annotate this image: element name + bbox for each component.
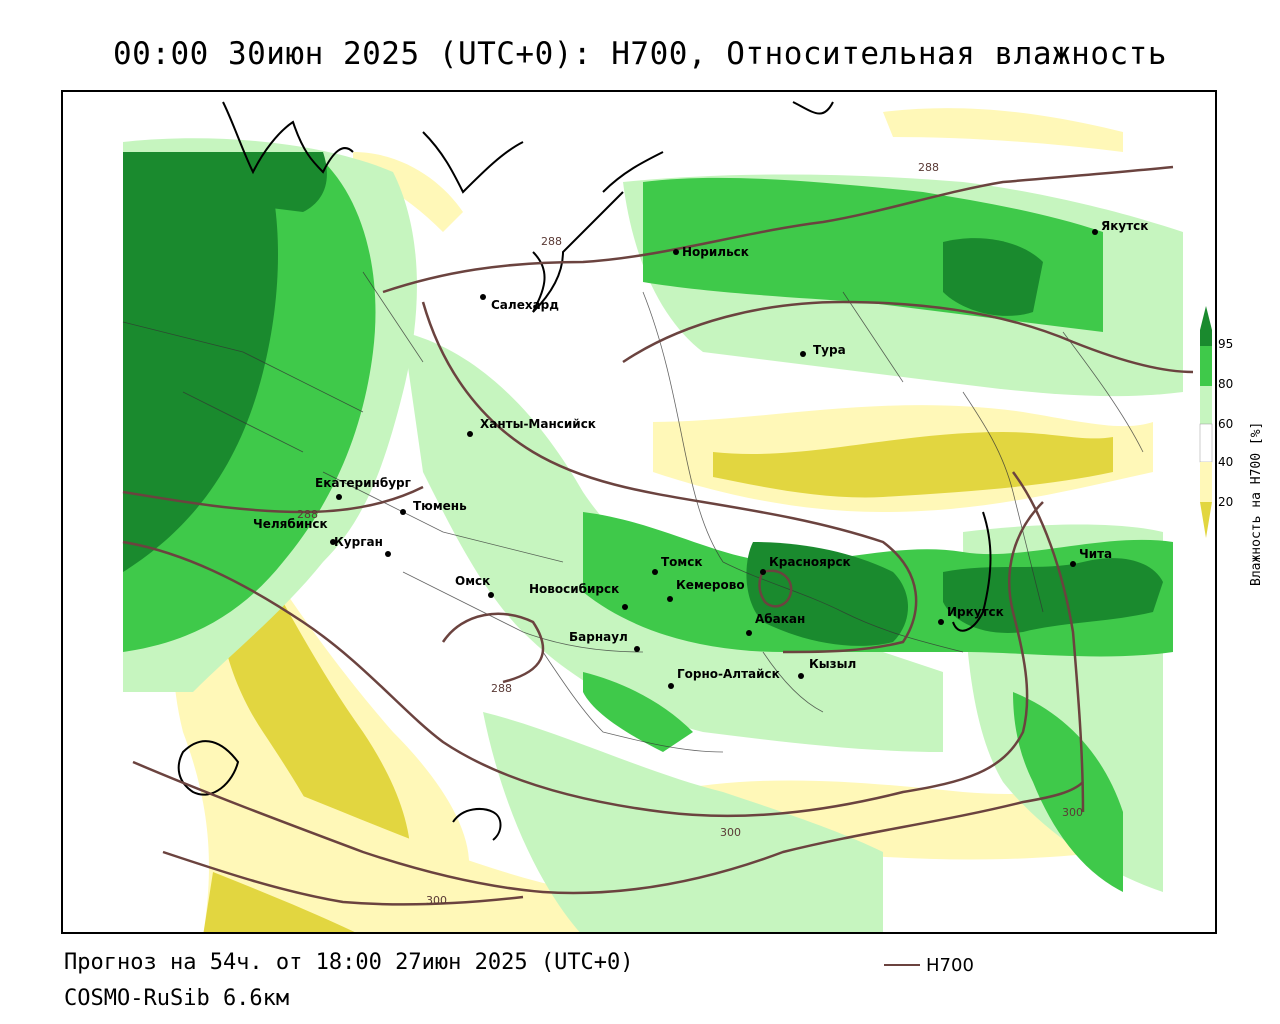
city-dot bbox=[330, 539, 336, 545]
isoline-288-loop bbox=[421, 301, 918, 654]
city-dot bbox=[634, 646, 640, 652]
isoline-label: 300 bbox=[1062, 806, 1083, 819]
colorbar-tick: 60 bbox=[1218, 417, 1233, 431]
city-dot bbox=[1070, 561, 1076, 567]
colorbar-arrow-top bbox=[1200, 306, 1212, 330]
map-panel: 288 288 288 288 300 300 300 Салехард Нори… bbox=[61, 90, 1217, 934]
humidity-field bbox=[123, 108, 1183, 932]
city-label: Ханты-Мансийск bbox=[480, 417, 596, 431]
isoline-label-group: 288 288 288 288 300 300 300 bbox=[297, 161, 1083, 907]
city-label: Абакан bbox=[755, 612, 805, 626]
city-dot bbox=[800, 351, 806, 357]
dry-band-north-east bbox=[883, 108, 1123, 152]
city-dot bbox=[400, 509, 406, 515]
moist-dark-krasnoyarsk bbox=[746, 542, 908, 646]
isoline-label: 288 bbox=[491, 682, 512, 695]
colorbar-segment-40 bbox=[1200, 462, 1212, 502]
isoline-swatch bbox=[884, 964, 920, 966]
city-dot bbox=[336, 494, 342, 500]
city-label: Новосибирск bbox=[529, 582, 619, 596]
forecast-info: Прогноз на 54ч. от 18:00 27июн 2025 (UTC… bbox=[64, 950, 634, 975]
isoline-300-south bbox=[132, 760, 1084, 895]
city-dot bbox=[622, 604, 628, 610]
isoline-288-north bbox=[382, 165, 1174, 294]
isoline-label: 288 bbox=[297, 508, 318, 521]
colorbar-tick: 80 bbox=[1218, 377, 1233, 391]
city-label: Тюмень bbox=[413, 499, 467, 513]
moist-dark-northeast bbox=[943, 238, 1043, 316]
isoline-288-krasnoyarsk-ring bbox=[758, 569, 793, 608]
city-label: Тура bbox=[813, 343, 846, 357]
humidity-colorbar: 95 80 60 40 20 Влажность на H700 [%] bbox=[1199, 306, 1264, 586]
colorbar-segment-60 bbox=[1200, 386, 1212, 424]
colorbar-tick: 20 bbox=[1218, 495, 1233, 509]
moist-light-south bbox=[483, 712, 883, 932]
city-dot bbox=[746, 630, 752, 636]
city-label: Кемерово bbox=[676, 578, 745, 592]
moist-dark-west bbox=[123, 152, 278, 572]
city-dot bbox=[467, 431, 473, 437]
colorbar-tick: 40 bbox=[1218, 455, 1233, 469]
humidity-map: 288 288 288 288 300 300 300 Салехард Нори… bbox=[122, 101, 1194, 932]
colorbar-tick: 95 bbox=[1218, 337, 1233, 351]
city-dot bbox=[760, 569, 766, 575]
isoline-label: 300 bbox=[720, 826, 741, 839]
city-label: Курган bbox=[334, 535, 383, 549]
dry-band-far-south bbox=[293, 792, 583, 932]
moist-dark-irkutsk bbox=[943, 558, 1163, 633]
map-title: 00:00 30июн 2025 (UTC+0): H700, Относите… bbox=[113, 36, 1167, 72]
city-dot bbox=[668, 683, 674, 689]
isoline-300-far bbox=[162, 850, 524, 906]
city-dot bbox=[480, 294, 486, 300]
colorbar-arrow-bottom bbox=[1200, 502, 1212, 538]
city-label: Норильск bbox=[682, 245, 749, 259]
city-dot bbox=[652, 569, 658, 575]
isoline-label: 288 bbox=[918, 161, 939, 174]
city-label: Чита bbox=[1079, 547, 1112, 561]
city-label: Барнаул bbox=[569, 630, 628, 644]
isoline-288-omsk bbox=[441, 612, 545, 684]
isoline-300-east bbox=[1011, 471, 1085, 813]
city-dot bbox=[673, 249, 679, 255]
city-dot bbox=[667, 596, 673, 602]
isoline-288-west bbox=[122, 485, 424, 514]
model-info: COSMO-RuSib 6.6км bbox=[64, 986, 290, 1011]
isoline-legend-label: H700 bbox=[926, 954, 974, 976]
city-label: Омск bbox=[455, 574, 490, 588]
city-label: Якутск bbox=[1101, 219, 1148, 233]
colorbar-title: Влажность на H700 [%] bbox=[1249, 422, 1264, 586]
moist-dark-north bbox=[213, 152, 327, 212]
city-label: Челябинск bbox=[253, 517, 328, 531]
isoline-300-mid bbox=[122, 501, 1044, 818]
city-label: Красноярск bbox=[769, 555, 851, 569]
city-label: Томск bbox=[661, 555, 703, 569]
city-dot bbox=[488, 592, 494, 598]
dry-band-far-south-core bbox=[203, 872, 355, 932]
city-dot bbox=[385, 551, 391, 557]
city-dot bbox=[798, 673, 804, 679]
colorbar-segment-50 bbox=[1199, 423, 1213, 463]
city-label: Горно-Алтайск bbox=[677, 667, 780, 681]
city-label: Кызыл bbox=[809, 657, 856, 671]
isoline-label: 288 bbox=[541, 235, 562, 248]
coastline bbox=[177, 101, 992, 841]
isoline-288-mid bbox=[622, 300, 1194, 374]
isoline-label: 300 bbox=[426, 894, 447, 907]
moist-medium-altai bbox=[583, 672, 693, 752]
isoline-legend: H700 bbox=[884, 953, 974, 977]
colorbar-segment-80 bbox=[1200, 346, 1212, 386]
city-label: Екатеринбург bbox=[315, 476, 411, 490]
city-markers: Салехард Норильск Якутск Тура Ханты-Мансийск… bbox=[253, 219, 1148, 689]
dry-band-central-core bbox=[713, 432, 1113, 498]
city-dot bbox=[1092, 229, 1098, 235]
h700-isolines bbox=[122, 165, 1194, 906]
colorbar-segment-95 bbox=[1200, 330, 1212, 346]
city-dot bbox=[938, 619, 944, 625]
city-label: Салехард bbox=[491, 298, 559, 312]
city-label: Иркутск bbox=[947, 605, 1004, 619]
